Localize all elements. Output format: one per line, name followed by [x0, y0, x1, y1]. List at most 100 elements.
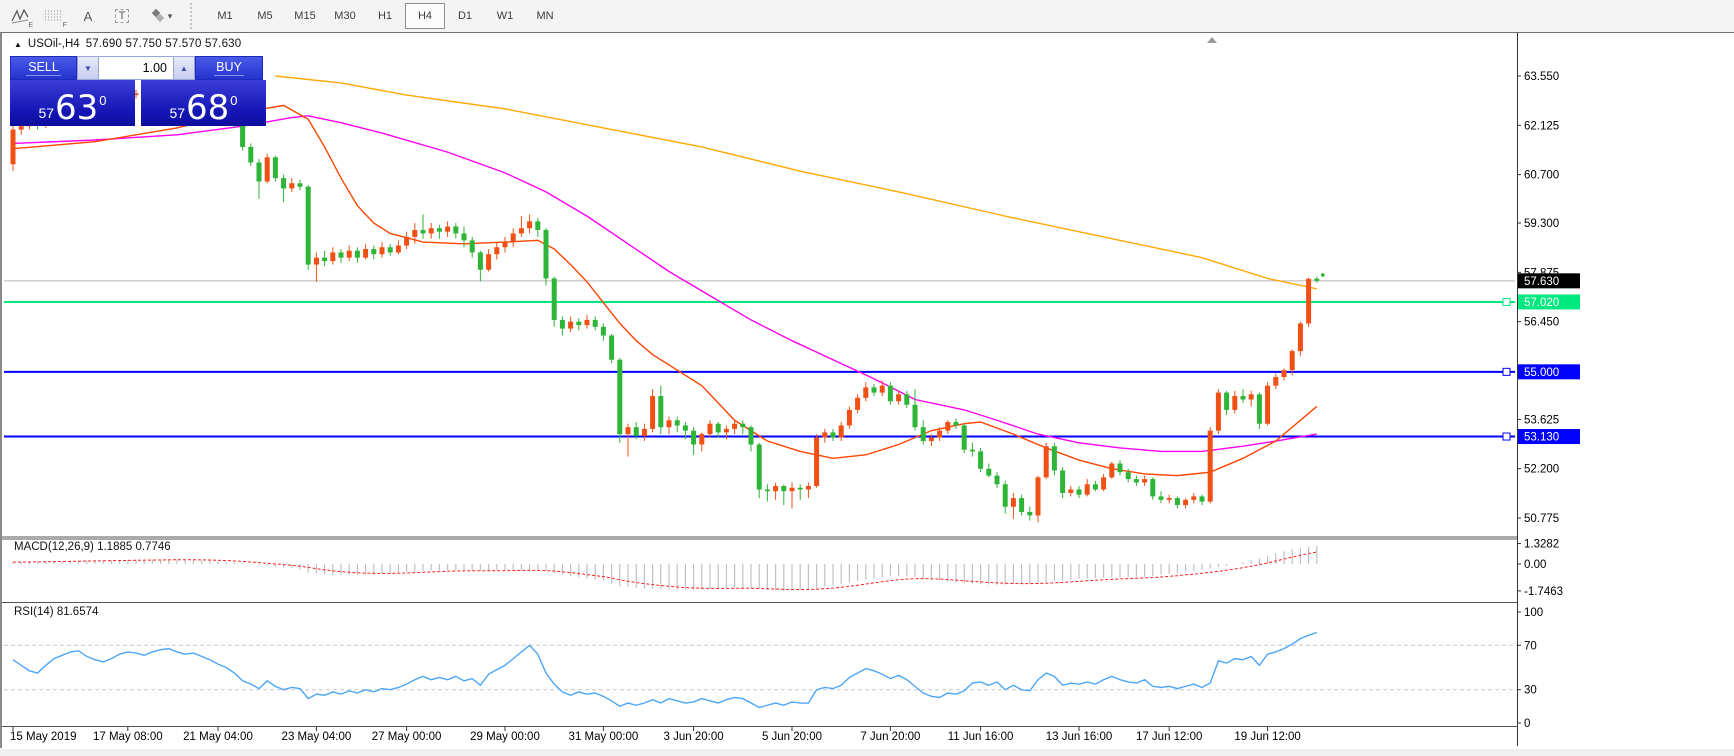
- candle-body: [912, 404, 918, 428]
- candle-body: [1191, 496, 1197, 500]
- candle-body: [978, 451, 984, 469]
- timeframe-button-M30[interactable]: M30: [334, 10, 356, 22]
- candle-body: [1076, 489, 1082, 495]
- sell-price-big: 63: [55, 88, 99, 128]
- time-axis-label: 17 May 08:00: [93, 731, 163, 743]
- candle-body: [658, 396, 664, 428]
- candle-body: [387, 247, 393, 253]
- line-drag-handle[interactable]: [1502, 367, 1511, 376]
- one-click-trading-panel: SELL ▼ ▲ BUY 57 63 0 57 68 0: [10, 56, 266, 126]
- time-axis-label: 15 May 2019: [10, 731, 77, 743]
- collapse-icon[interactable]: ▲: [14, 39, 22, 49]
- icon-sub-label: E: [28, 22, 33, 29]
- candle-body: [633, 427, 639, 436]
- candle-body: [1125, 472, 1131, 480]
- timeframe-button-MN[interactable]: MN: [536, 10, 554, 22]
- candle-body: [838, 425, 844, 438]
- price-badge-label: 57.020: [1524, 297, 1559, 309]
- chart-canvas[interactable]: 63.55062.12560.70059.30057.87556.45053.6…: [2, 33, 1734, 749]
- candle-body: [289, 183, 295, 189]
- candle-body: [281, 178, 287, 189]
- sell-button-label: SELL: [26, 60, 61, 76]
- candle-body: [715, 423, 721, 433]
- price-axis-label: 50.775: [1524, 513, 1559, 525]
- candle-body: [896, 394, 902, 402]
- candle-body: [699, 434, 705, 445]
- candle-body: [969, 449, 975, 452]
- timeframe-button-M5[interactable]: M5: [257, 10, 273, 22]
- candle-body: [1265, 385, 1271, 424]
- candle-body: [346, 250, 352, 258]
- candle-body: [330, 252, 336, 262]
- candle-body: [1215, 392, 1221, 431]
- candle-body: [486, 254, 492, 270]
- moving-average-line: [12, 115, 1317, 453]
- candle-body: [904, 394, 910, 405]
- letter-a-glyph: A: [83, 8, 93, 24]
- price-axis-label: 53.625: [1524, 414, 1559, 426]
- volume-increase-button[interactable]: ▲: [173, 56, 195, 80]
- timeframe-button-M1[interactable]: M1: [217, 10, 233, 22]
- candle-body: [1027, 511, 1033, 516]
- candle-body: [863, 387, 869, 398]
- candle-body: [445, 226, 451, 232]
- macd-axis-label: 0.00: [1524, 559, 1546, 571]
- sell-price-button[interactable]: 57 63 0: [10, 80, 135, 126]
- candle-body: [412, 229, 418, 237]
- charts-objects-icon[interactable]: E: [6, 3, 34, 29]
- candle-body: [363, 249, 369, 258]
- chart-shift-marker[interactable]: [1207, 37, 1217, 43]
- candle-body: [1068, 489, 1074, 493]
- dotted-grid: [45, 10, 63, 21]
- buy-price-button[interactable]: 57 68 0: [141, 80, 266, 126]
- macd-pane: [12, 545, 1318, 591]
- timeframe-button-W1[interactable]: W1: [496, 10, 514, 22]
- timeframe-button-H1[interactable]: H1: [377, 10, 393, 22]
- macd-axis-label: -1.7463: [1524, 586, 1563, 598]
- volume-decrease-button[interactable]: ▼: [77, 56, 99, 80]
- candle-body: [773, 486, 779, 492]
- candle-body: [1133, 479, 1139, 483]
- rsi-axis-label: 0: [1524, 718, 1530, 730]
- time-axis-label: 23 May 04:00: [282, 731, 352, 743]
- volume-input[interactable]: [99, 56, 173, 80]
- timeframe-button-D1[interactable]: D1: [457, 10, 473, 22]
- candle-body: [313, 257, 319, 265]
- object-style-icon[interactable]: ▾: [142, 3, 180, 29]
- time-axis-label: 27 May 00:00: [372, 731, 442, 743]
- candle-body: [322, 257, 328, 262]
- candle-body: [822, 432, 828, 438]
- price-badge-label: 55.000: [1524, 367, 1559, 379]
- candle-body: [371, 249, 377, 255]
- letter-t-glyph: T: [114, 9, 130, 23]
- candle-body: [805, 486, 811, 490]
- timeframe-button-H4[interactable]: H4: [405, 3, 445, 29]
- timeframe-button-M15[interactable]: M15: [294, 10, 316, 22]
- text-label-icon[interactable]: A: [74, 3, 102, 29]
- candle-body: [797, 487, 803, 490]
- candle-body: [764, 489, 770, 492]
- candle-body: [1289, 351, 1295, 371]
- line-drag-handle[interactable]: [1502, 297, 1511, 306]
- candle-body: [248, 146, 254, 163]
- toolbar-separator: [190, 3, 197, 29]
- candle-body: [1060, 470, 1066, 493]
- chart-window[interactable]: 63.55062.12560.70059.30057.87556.45053.6…: [0, 32, 1734, 749]
- candle-body: [461, 233, 467, 241]
- candle-body: [674, 420, 680, 426]
- candle-body: [1207, 430, 1213, 502]
- line-drag-handle[interactable]: [1502, 432, 1511, 441]
- grid-icon[interactable]: F: [40, 3, 68, 29]
- buy-button[interactable]: BUY: [195, 56, 263, 80]
- price-badge: [1518, 294, 1580, 310]
- candle-body: [584, 319, 590, 326]
- candle-body: [789, 487, 795, 492]
- candle-body: [420, 229, 426, 234]
- sell-price-sup: 0: [99, 93, 107, 108]
- text-box-icon[interactable]: T: [108, 3, 136, 29]
- time-axis-label: 29 May 00:00: [470, 731, 540, 743]
- candle-body: [814, 437, 820, 487]
- candle-body: [551, 278, 557, 320]
- candle-body: [1306, 278, 1312, 324]
- sell-button[interactable]: SELL: [10, 56, 77, 80]
